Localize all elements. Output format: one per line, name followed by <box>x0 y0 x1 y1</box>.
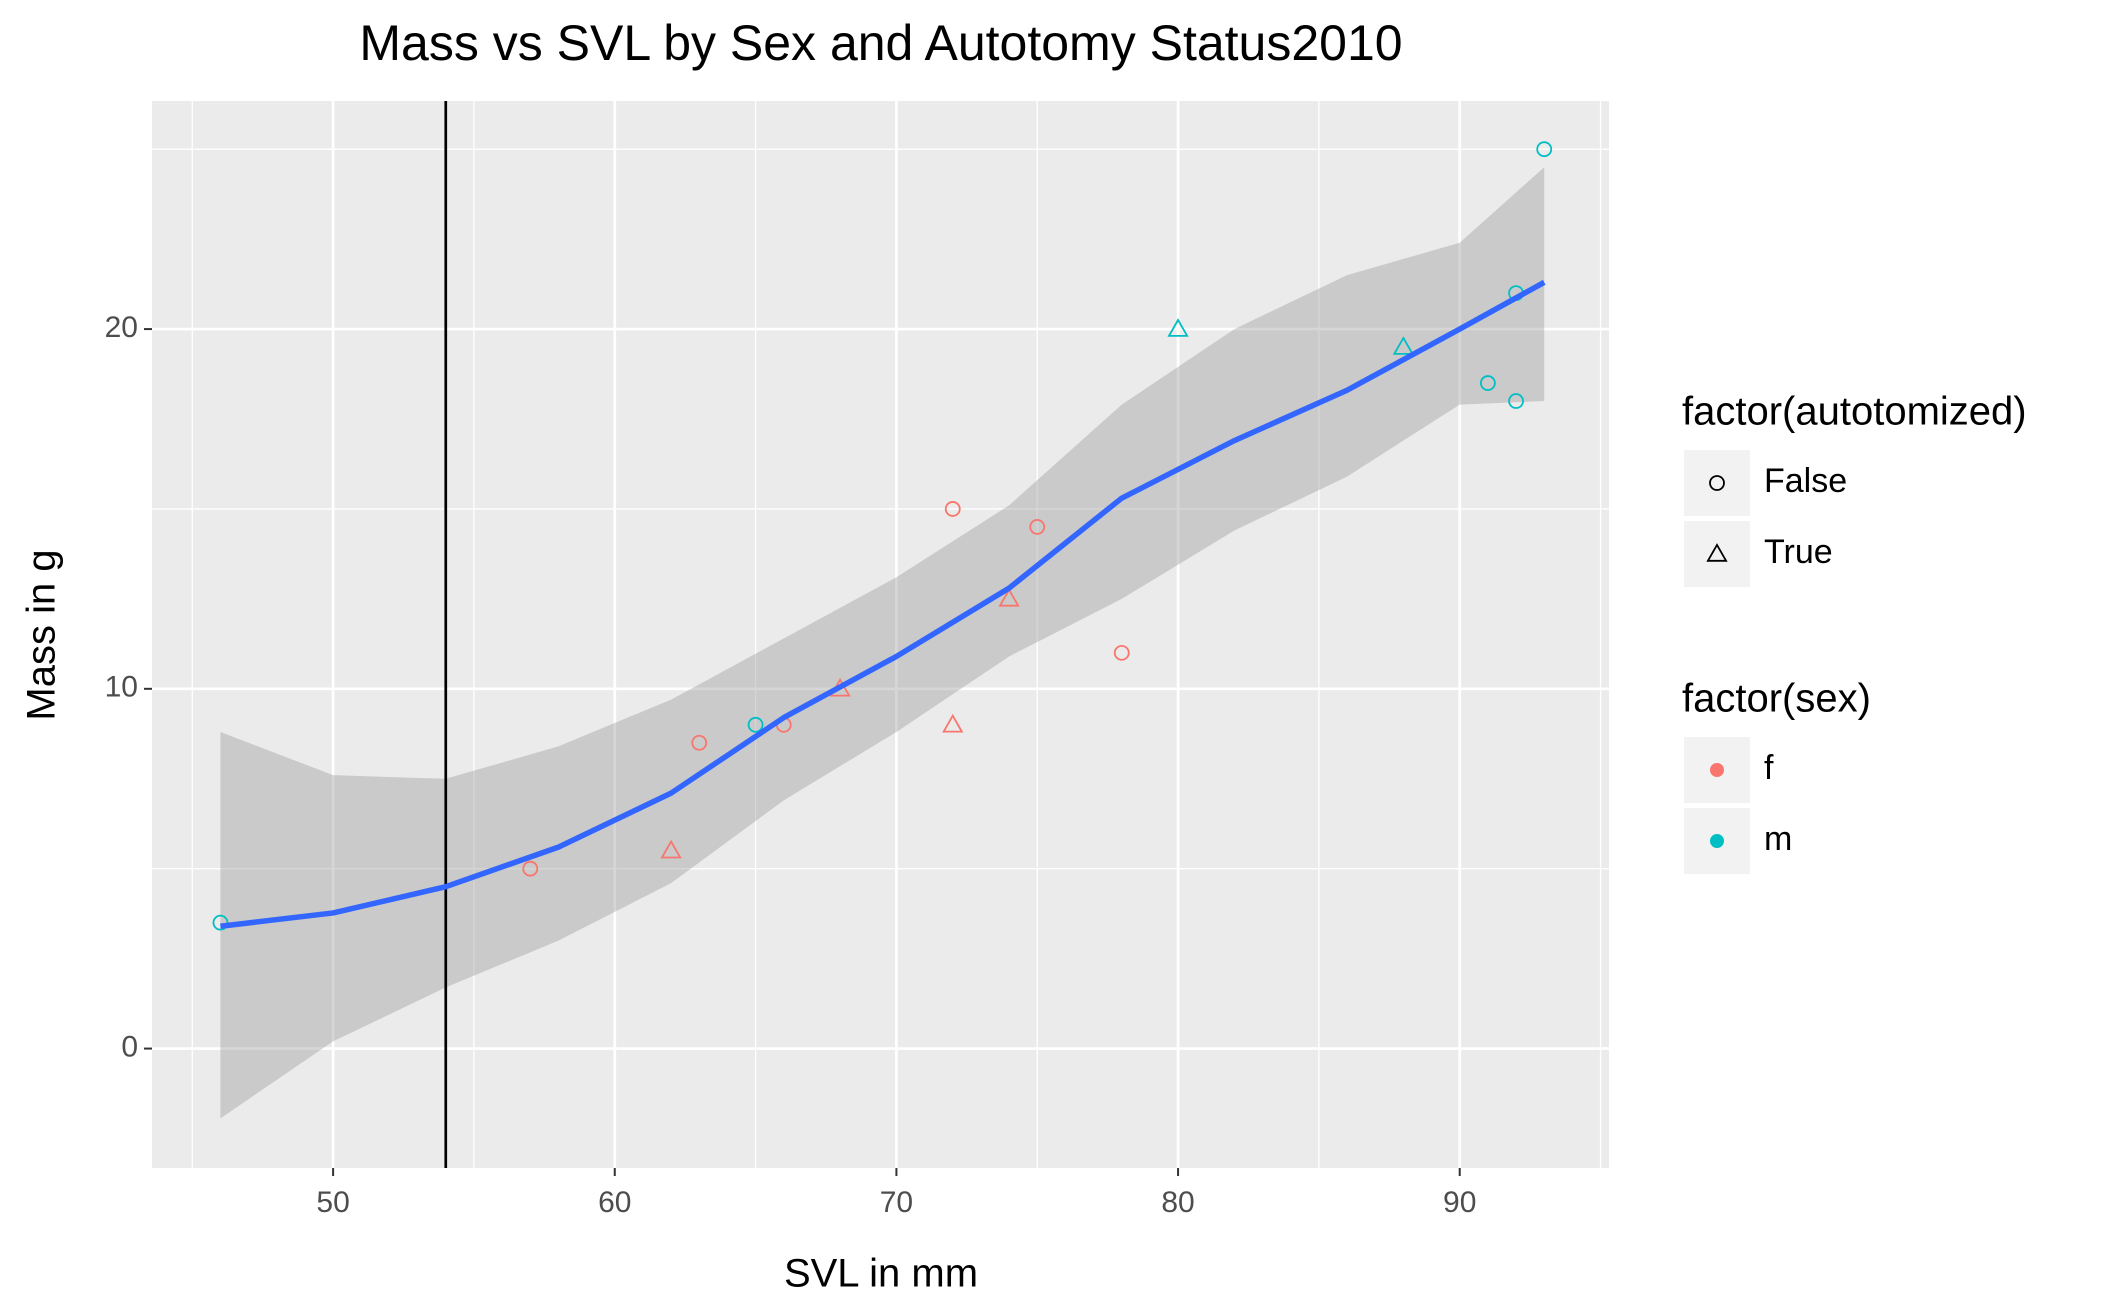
point <box>747 716 764 733</box>
x-axis-title: SVL in mm <box>784 1252 978 1296</box>
point <box>1479 375 1496 391</box>
legend-symbol <box>1706 543 1728 562</box>
legend-title: factor(autotomized) <box>1682 390 2027 434</box>
point <box>1392 336 1415 355</box>
y-tick-label: 20 <box>105 311 138 344</box>
y-tick-label: 0 <box>121 1030 138 1063</box>
point <box>691 734 708 751</box>
legend-label: False <box>1764 462 1847 500</box>
legend-key <box>1684 521 1750 587</box>
chart-title: Mass vs SVL by Sex and Autotomy Status20… <box>359 15 1402 71</box>
legend-symbol <box>1710 834 1724 848</box>
point <box>522 860 539 877</box>
legend-key <box>1684 450 1750 516</box>
legend-title: factor(sex) <box>1682 677 1871 721</box>
point <box>212 914 229 931</box>
point <box>1029 519 1046 535</box>
point <box>944 501 961 517</box>
x-tick-label: 60 <box>598 1186 631 1219</box>
legend-label: True <box>1764 533 1833 571</box>
point <box>998 587 1020 607</box>
point <box>942 713 964 733</box>
point <box>1113 644 1130 661</box>
point <box>1167 318 1189 337</box>
smooth-line <box>220 279 1546 929</box>
x-tick-label: 70 <box>880 1186 913 1219</box>
legend-label: f <box>1764 749 1774 787</box>
y-tick-label: 10 <box>105 671 138 704</box>
legend-symbol <box>1710 763 1724 777</box>
x-tick-label: 50 <box>316 1186 349 1219</box>
legend-symbol <box>1709 475 1725 491</box>
x-tick-label: 90 <box>1443 1186 1476 1219</box>
confidence-band <box>220 167 1545 1119</box>
y-axis-title: Mass in g <box>20 549 64 720</box>
point <box>1508 393 1524 409</box>
point <box>1536 141 1553 158</box>
panel <box>152 101 1609 1168</box>
x-tick-label: 80 <box>1161 1186 1194 1219</box>
point <box>660 839 682 859</box>
legend-label: m <box>1764 820 1792 858</box>
